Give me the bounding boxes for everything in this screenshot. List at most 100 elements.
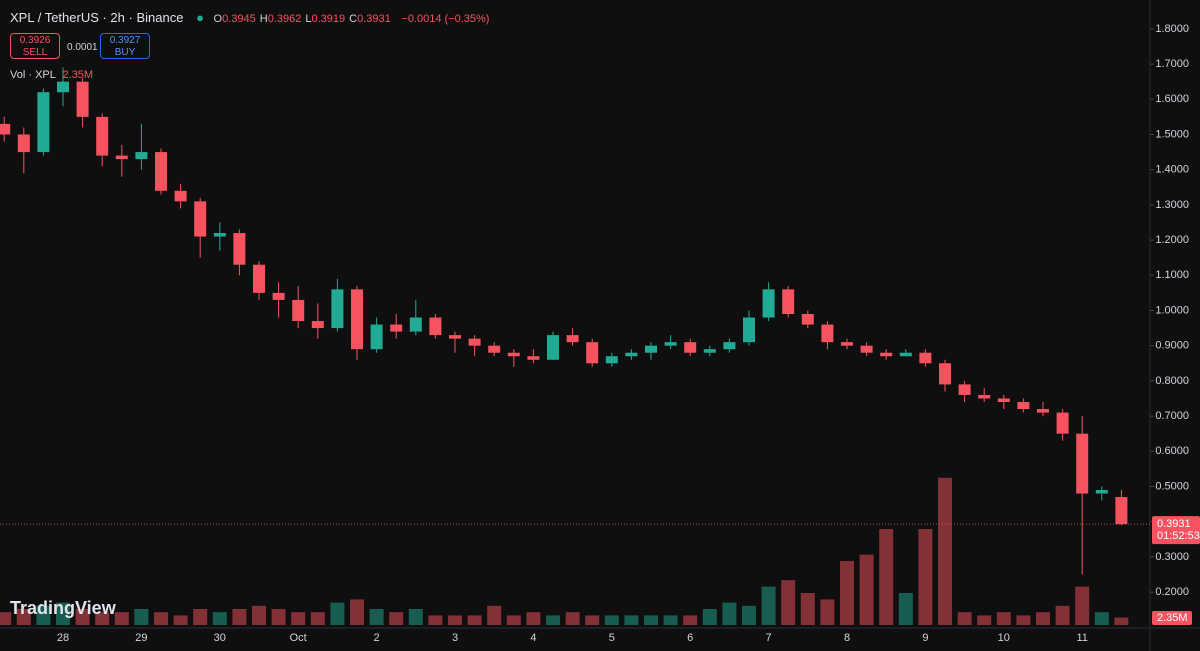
volume-bar bbox=[506, 615, 521, 625]
y-tick-label: 1.1000 bbox=[1155, 269, 1189, 281]
x-tick-label: 28 bbox=[57, 632, 69, 644]
candle-body bbox=[311, 321, 324, 329]
volume-bar bbox=[1055, 605, 1070, 625]
candle-body bbox=[919, 352, 932, 364]
candle-body bbox=[135, 152, 148, 160]
spread: 0.0001 bbox=[67, 42, 98, 53]
candle-body bbox=[76, 81, 89, 117]
ohlc-value: 0.3945 bbox=[222, 13, 256, 25]
volume-bar bbox=[585, 615, 600, 625]
volume-bar bbox=[114, 612, 129, 625]
candle-body bbox=[625, 352, 638, 357]
candle-body bbox=[351, 289, 363, 350]
volume-bar bbox=[1094, 612, 1109, 625]
x-tick-label: 10 bbox=[998, 632, 1010, 644]
ohlc: O0.3945 H0.3962 L0.3919 C0.3931 bbox=[214, 13, 395, 25]
volume-bar bbox=[840, 561, 854, 625]
y-tick-label: 1.6000 bbox=[1155, 93, 1189, 105]
volume-bar bbox=[389, 612, 404, 625]
volume-bar bbox=[1114, 617, 1129, 625]
volume-bar bbox=[252, 605, 266, 625]
volume-bar bbox=[565, 612, 580, 625]
ohlc-key: O bbox=[213, 13, 223, 25]
candle-body bbox=[468, 338, 481, 346]
last-price-label: 0.3931 bbox=[1157, 518, 1191, 530]
ohlc-key: C bbox=[349, 13, 358, 25]
candle-body bbox=[1076, 433, 1089, 494]
candle-body bbox=[213, 233, 226, 237]
volume-bar bbox=[271, 609, 286, 625]
x-tick-label: 9 bbox=[922, 632, 928, 644]
candle-body bbox=[586, 342, 599, 364]
candle-body bbox=[547, 335, 559, 360]
y-tick-label: 0.2000 bbox=[1155, 586, 1189, 598]
volume-bar bbox=[467, 615, 482, 625]
volume-bar bbox=[546, 615, 560, 625]
candle-body bbox=[762, 289, 775, 318]
volume-bar bbox=[16, 609, 31, 625]
volume-bar bbox=[879, 529, 894, 625]
countdown: 01:52:53 bbox=[1157, 530, 1200, 542]
candle-body bbox=[37, 92, 50, 153]
ohlc-value: 0.3931 bbox=[357, 13, 391, 25]
volume-bar bbox=[369, 609, 384, 625]
change: −0.0014 (−0.35%) bbox=[401, 13, 490, 25]
volume-bar bbox=[1036, 612, 1050, 625]
x-tick-label: 4 bbox=[530, 632, 536, 644]
candle-body bbox=[488, 345, 501, 353]
volume-bar bbox=[957, 612, 972, 625]
candle-body bbox=[566, 335, 579, 343]
x-tick-label: 30 bbox=[214, 632, 226, 644]
x-tick-label: 8 bbox=[844, 632, 850, 644]
y-tick-label: 0.3000 bbox=[1155, 551, 1189, 563]
volume-bar bbox=[95, 612, 110, 625]
candle-body bbox=[155, 152, 167, 191]
volume-label-box bbox=[1152, 611, 1192, 625]
watermark: TradingView bbox=[10, 598, 116, 618]
volume-bar bbox=[428, 615, 443, 625]
ohlc-value: 0.3962 bbox=[267, 13, 302, 25]
volume-bar bbox=[212, 612, 227, 625]
volume-bar bbox=[487, 605, 502, 625]
candle-body bbox=[1037, 409, 1049, 413]
x-tick-label: 2 bbox=[374, 632, 380, 644]
y-tick-label: 1.2000 bbox=[1155, 234, 1189, 246]
volume-bar bbox=[350, 599, 364, 625]
candle-body bbox=[331, 289, 344, 329]
candle-body bbox=[390, 324, 403, 332]
candle-body bbox=[1056, 412, 1069, 434]
candle-body bbox=[1115, 497, 1128, 525]
volume-bar bbox=[702, 609, 717, 625]
buy-button[interactable]: 0.3927 BUY bbox=[100, 33, 150, 59]
candle-body bbox=[645, 345, 657, 353]
y-tick-label: 0.5000 bbox=[1155, 480, 1189, 492]
candle-body bbox=[527, 356, 540, 360]
ohlc-value: 0.3919 bbox=[311, 13, 346, 25]
volume-bar bbox=[330, 602, 345, 625]
volume-bar bbox=[193, 609, 208, 625]
y-tick-label: 0.7000 bbox=[1155, 410, 1189, 422]
candle-body bbox=[841, 342, 853, 346]
volume-bar bbox=[938, 477, 952, 625]
candle-body bbox=[939, 363, 951, 385]
candle-body bbox=[723, 342, 736, 350]
candle-body bbox=[292, 299, 305, 322]
candle-body bbox=[801, 314, 814, 325]
x-tick-label: 7 bbox=[766, 632, 772, 644]
candle-body bbox=[0, 123, 11, 135]
candle-body bbox=[253, 264, 265, 293]
candle-body bbox=[997, 398, 1010, 403]
sell-button[interactable]: 0.3926 SELL bbox=[10, 33, 60, 59]
volume-bar bbox=[742, 605, 756, 625]
volume-bar bbox=[683, 615, 698, 625]
candle-body bbox=[17, 134, 30, 153]
candle-body bbox=[429, 317, 442, 336]
y-tick-label: 1.4000 bbox=[1155, 164, 1189, 176]
candle-body bbox=[1095, 490, 1108, 494]
candle-body bbox=[978, 394, 991, 399]
volume-bar bbox=[75, 609, 90, 625]
volume-bar bbox=[448, 615, 462, 625]
volume-bar bbox=[232, 609, 247, 625]
